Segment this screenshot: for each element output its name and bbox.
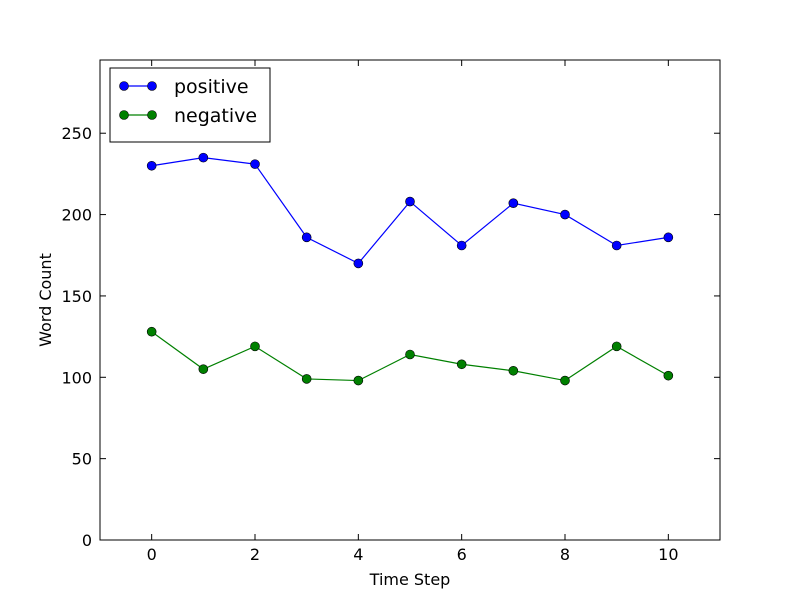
x-tick-label: 6 xyxy=(457,545,467,564)
legend-box xyxy=(109,67,271,143)
data-point-positive xyxy=(456,240,467,251)
data-point-positive xyxy=(405,196,415,207)
data-point-negative xyxy=(353,375,364,386)
data-point-negative xyxy=(250,341,260,352)
data-point-positive xyxy=(198,152,209,163)
y-tick-label: 200 xyxy=(61,206,92,225)
x-tick-label: 10 xyxy=(658,545,678,564)
y-tick-label: 50 xyxy=(72,450,92,469)
data-point-positive xyxy=(560,209,570,220)
legend-marker xyxy=(119,81,129,91)
legend-marker xyxy=(147,110,157,120)
y-axis-label: Word Count xyxy=(36,253,55,347)
data-point-negative xyxy=(508,365,519,376)
x-axis-label: Time Step xyxy=(369,570,451,589)
x-tick-label: 8 xyxy=(560,545,570,564)
legend-item-negative: negative xyxy=(119,105,257,127)
data-point-negative xyxy=(456,359,467,370)
legend-label: positive xyxy=(174,76,249,98)
legend-marker xyxy=(147,81,157,91)
x-tick-label: 0 xyxy=(147,545,157,564)
data-point-negative xyxy=(146,326,157,337)
data-point-positive xyxy=(353,258,364,269)
data-point-positive xyxy=(301,232,312,243)
data-point-negative xyxy=(405,349,415,360)
legend-marker xyxy=(119,110,129,120)
x-tick-label: 4 xyxy=(353,545,363,564)
data-point-negative xyxy=(301,374,312,384)
legend: positive negative xyxy=(109,67,271,143)
y-tick-label: 0 xyxy=(82,531,92,550)
series-layer xyxy=(146,152,674,386)
y-tick-label: 250 xyxy=(61,124,92,143)
data-point-positive xyxy=(250,159,260,169)
legend-item-positive: positive xyxy=(119,76,249,98)
y-tick-label: 100 xyxy=(61,368,92,387)
x-tick-label: 2 xyxy=(250,545,260,564)
data-point-positive xyxy=(146,160,157,171)
data-point-negative xyxy=(560,375,570,386)
legend-label: negative xyxy=(174,105,257,127)
axes-frame xyxy=(99,59,721,541)
y-tick-label: 150 xyxy=(61,287,92,306)
data-point-positive xyxy=(508,198,519,208)
series-positive xyxy=(146,152,674,269)
data-point-positive xyxy=(611,240,622,251)
series-negative xyxy=(146,326,674,386)
data-point-negative xyxy=(611,341,622,352)
data-point-negative xyxy=(198,364,209,374)
data-point-positive xyxy=(663,232,674,243)
data-point-negative xyxy=(663,370,674,381)
